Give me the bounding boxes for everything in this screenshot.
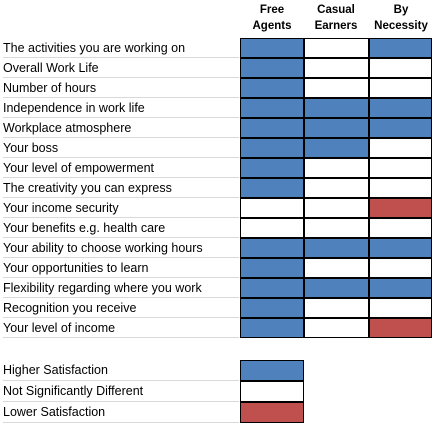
legend-item: Lower Satisfaction bbox=[0, 402, 436, 423]
cell-free-agents-not-different bbox=[240, 218, 304, 238]
row-label: Independence in work life bbox=[3, 98, 239, 118]
legend-label: Higher Satisfaction bbox=[3, 360, 239, 381]
legend-item: Not Significantly Different bbox=[0, 381, 436, 402]
row-label: Your level of income bbox=[3, 318, 239, 338]
column-header-by-necessity: By Necessity bbox=[374, 4, 428, 32]
table-row: Recognition you receive bbox=[0, 298, 436, 318]
cell-by-necessity-higher bbox=[369, 98, 432, 118]
cell-free-agents-higher bbox=[240, 158, 304, 178]
row-label: Your benefits e.g. health care bbox=[3, 218, 239, 238]
cell-by-necessity-not-different bbox=[369, 178, 432, 198]
column-header-free-agents: Free Agents bbox=[252, 4, 292, 32]
cell-free-agents-higher bbox=[240, 178, 304, 198]
cell-by-necessity-higher bbox=[369, 38, 432, 58]
cell-by-necessity-not-different bbox=[369, 78, 432, 98]
cell-casual-earners-not-different bbox=[304, 158, 369, 178]
cell-casual-earners-not-different bbox=[304, 198, 369, 218]
cell-casual-earners-not-different bbox=[304, 78, 369, 98]
cell-by-necessity-lower bbox=[369, 318, 432, 338]
table-row: Your benefits e.g. health care bbox=[0, 218, 436, 238]
table-row: Number of hours bbox=[0, 78, 436, 98]
row-label: Your ability to choose working hours bbox=[3, 238, 239, 258]
row-label: Flexibility regarding where you work bbox=[3, 278, 239, 298]
cell-free-agents-higher bbox=[240, 118, 304, 138]
cell-casual-earners-not-different bbox=[304, 298, 369, 318]
cell-free-agents-higher bbox=[240, 238, 304, 258]
row-label: Workplace atmosphere bbox=[3, 118, 239, 138]
table-row: Your level of empowerment bbox=[0, 158, 436, 178]
cell-free-agents-higher bbox=[240, 258, 304, 278]
row-label: Number of hours bbox=[3, 78, 239, 98]
legend-label: Not Significantly Different bbox=[3, 381, 239, 402]
legend-swatch-higher bbox=[240, 360, 304, 381]
cell-by-necessity-not-different bbox=[369, 138, 432, 158]
row-label: Recognition you receive bbox=[3, 298, 239, 318]
row-label: Your opportunities to learn bbox=[3, 258, 239, 278]
cell-free-agents-higher bbox=[240, 278, 304, 298]
cell-casual-earners-not-different bbox=[304, 318, 369, 338]
cell-by-necessity-not-different bbox=[369, 298, 432, 318]
table-row: Your boss bbox=[0, 138, 436, 158]
column-header-casual-earners: Casual Earners bbox=[314, 4, 358, 32]
cell-casual-earners-not-different bbox=[304, 178, 369, 198]
legend: Higher Satisfaction Not Significantly Dif… bbox=[0, 360, 436, 423]
row-label: The activities you are working on bbox=[3, 38, 239, 58]
cell-casual-earners-not-different bbox=[304, 258, 369, 278]
table-row: The activities you are working on bbox=[0, 38, 436, 58]
cell-casual-earners-higher bbox=[304, 98, 369, 118]
cell-free-agents-higher bbox=[240, 318, 304, 338]
table-row: Independence in work life bbox=[0, 98, 436, 118]
cell-by-necessity-not-different bbox=[369, 258, 432, 278]
table-row: Your level of income bbox=[0, 318, 436, 338]
cell-casual-earners-higher bbox=[304, 238, 369, 258]
cell-casual-earners-not-different bbox=[304, 38, 369, 58]
cell-casual-earners-not-different bbox=[304, 218, 369, 238]
legend-swatch-lower bbox=[240, 402, 304, 423]
row-label: Your boss bbox=[3, 138, 239, 158]
cell-free-agents-higher bbox=[240, 298, 304, 318]
cell-by-necessity-not-different bbox=[369, 58, 432, 78]
cell-free-agents-higher bbox=[240, 78, 304, 98]
cell-free-agents-higher bbox=[240, 38, 304, 58]
column-header-row: Free Agents Casual Earners By Necessity bbox=[240, 0, 436, 38]
cell-by-necessity-higher bbox=[369, 118, 432, 138]
legend-item: Higher Satisfaction bbox=[0, 360, 436, 381]
legend-swatch-not-different bbox=[240, 381, 304, 402]
cell-by-necessity-lower bbox=[369, 198, 432, 218]
row-label: Your income security bbox=[3, 198, 239, 218]
table-row: Flexibility regarding where you work bbox=[0, 278, 436, 298]
cell-free-agents-higher bbox=[240, 58, 304, 78]
cell-casual-earners-higher bbox=[304, 278, 369, 298]
row-label: Your level of empowerment bbox=[3, 158, 239, 178]
cell-casual-earners-higher bbox=[304, 138, 369, 158]
cell-casual-earners-higher bbox=[304, 118, 369, 138]
table-row: Your opportunities to learn bbox=[0, 258, 436, 278]
table-row: The creativity you can express bbox=[0, 178, 436, 198]
table-row: Your income security bbox=[0, 198, 436, 218]
row-label: Overall Work Life bbox=[3, 58, 239, 78]
cell-free-agents-higher bbox=[240, 138, 304, 158]
cell-by-necessity-higher bbox=[369, 278, 432, 298]
cell-free-agents-not-different bbox=[240, 198, 304, 218]
legend-label: Lower Satisfaction bbox=[3, 402, 239, 423]
cell-casual-earners-not-different bbox=[304, 58, 369, 78]
cell-free-agents-higher bbox=[240, 98, 304, 118]
cell-by-necessity-not-different bbox=[369, 158, 432, 178]
row-label: The creativity you can express bbox=[3, 178, 239, 198]
table-row: Workplace atmosphere bbox=[0, 118, 436, 138]
table-row: Overall Work Life bbox=[0, 58, 436, 78]
cell-by-necessity-not-different bbox=[369, 218, 432, 238]
table-row: Your ability to choose working hours bbox=[0, 238, 436, 258]
satisfaction-grid: The activities you are working on Overall… bbox=[0, 38, 436, 338]
cell-by-necessity-higher bbox=[369, 238, 432, 258]
